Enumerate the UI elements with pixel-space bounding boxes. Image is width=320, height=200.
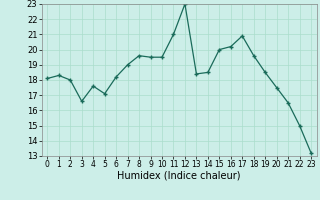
X-axis label: Humidex (Indice chaleur): Humidex (Indice chaleur)	[117, 171, 241, 181]
